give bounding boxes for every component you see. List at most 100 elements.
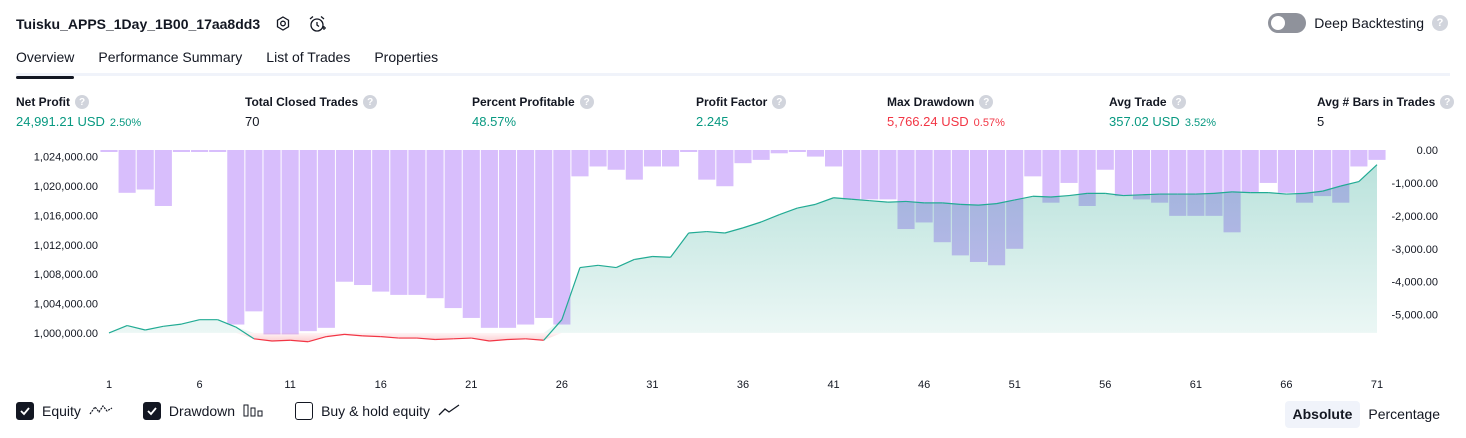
equity-segment (905, 200, 925, 204)
legend-equity[interactable]: Equity (16, 402, 113, 420)
drawdown-bar (444, 150, 462, 309)
equity-segment (1213, 191, 1233, 194)
equity-segment (942, 202, 961, 205)
equity-segment (272, 339, 291, 342)
equity-segment (507, 338, 526, 341)
equity-segment (380, 335, 399, 339)
equity-fill (109, 164, 1377, 333)
equity-segment (1286, 192, 1305, 195)
strategy-name: Tuisku_APPS_1Day_1B00_17aa8dd3 (16, 16, 261, 32)
drawdown-bar (172, 150, 191, 152)
x-axis: 1 6 11 16 21 26 31 36 41 46 51 56 61 66 71 (106, 379, 1383, 391)
equity-segment (724, 227, 744, 234)
drawdown-bar (390, 150, 408, 295)
x-tick-label: 31 (646, 379, 658, 391)
equity-segment (163, 323, 182, 327)
help-icon[interactable]: ? (772, 95, 787, 109)
percentage-button[interactable]: Percentage (1368, 406, 1440, 422)
drawdown-bar (1241, 150, 1259, 193)
tab-properties[interactable]: Properties (374, 49, 439, 65)
equity-segment (253, 338, 273, 342)
metric-label: Profit Factor (696, 95, 768, 109)
drawdown-bars (100, 150, 1386, 335)
metric-label: Total Closed Trades (245, 95, 359, 109)
legend-buy-hold[interactable]: Buy & hold equity (295, 402, 460, 420)
metric-avg-trade: Avg Trade? 357.02 USD 3.52% (1109, 93, 1216, 129)
legend-label: Drawdown (168, 403, 236, 419)
drawdown-bar (1042, 150, 1060, 203)
drawdown-bar (480, 150, 498, 328)
alert-clock-icon[interactable] (306, 13, 328, 35)
drawdown-bar (625, 150, 643, 180)
drawdown-bar (227, 150, 245, 325)
equity-segment (290, 339, 309, 343)
equity-segment (760, 214, 780, 223)
metric-label: Avg Trade (1109, 95, 1167, 109)
drawdown-bar (716, 150, 734, 187)
drawdown-bar (752, 150, 770, 160)
equity-loss-fill (109, 332, 1377, 342)
metric-percent: 2.50% (109, 117, 142, 129)
buy-hold-line-icon (438, 403, 460, 420)
metric-value: 2.245 (696, 114, 729, 129)
settings-icon[interactable] (272, 13, 294, 35)
tab-performance-summary[interactable]: Performance Summary (98, 49, 243, 65)
drawdown-bar (426, 150, 444, 299)
drawdown-bar (571, 150, 589, 177)
display-mode: Absolute Percentage (1284, 401, 1449, 428)
buy-hold-checkbox[interactable] (295, 402, 314, 420)
drawdown-bar (498, 150, 517, 328)
equity-segment (797, 203, 816, 209)
drawdown-bar (1259, 150, 1277, 183)
y-right-tick-label: -1,000.00 (1392, 178, 1438, 190)
drawdown-bar (335, 150, 354, 282)
help-icon[interactable]: ? (1440, 95, 1455, 109)
help-icon[interactable]: ? (579, 95, 594, 109)
y-left-tick-label: 1,004,000.00 (34, 299, 98, 311)
y-left-tick-label: 1,000,000.00 (34, 328, 98, 340)
help-icon[interactable]: ? (1432, 15, 1448, 31)
equity-segment (598, 264, 617, 269)
equity-segment (851, 198, 870, 202)
metric-net-profit: Net Profit? 24,991.21 USD 2.50% (16, 93, 141, 129)
drawdown-checkbox[interactable] (142, 402, 161, 420)
metric-max-drawdown: Max Drawdown? 5,766.24 USD 0.57% (887, 93, 1005, 129)
help-icon[interactable]: ? (979, 95, 994, 109)
drawdown-bar (372, 150, 390, 292)
drawdown-bar (861, 150, 879, 200)
equity-line (108, 164, 1378, 343)
deep-backtesting-toggle[interactable] (1268, 13, 1307, 33)
drawdown-bars-icon (243, 403, 265, 420)
tab-list-of-trades[interactable]: List of Trades (266, 49, 351, 65)
metric-percent: 0.57% (973, 117, 1005, 129)
drawdown-bar (317, 150, 335, 328)
metric-value: 357.02 USD (1109, 114, 1180, 129)
metric-value: 70 (245, 114, 260, 129)
strategy-header: Tuisku_APPS_1Day_1B00_17aa8dd3 (16, 12, 328, 36)
equity-segment (615, 258, 635, 269)
drawdown-bar (1024, 150, 1042, 177)
metric-percent-profitable: Percent Profitable? 48.57% (472, 93, 594, 129)
tab-overview[interactable]: Overview (16, 48, 75, 79)
equity-segment (561, 267, 581, 320)
legend-label: Buy & hold equity (321, 403, 431, 419)
help-icon[interactable]: ? (363, 95, 378, 109)
equity-segment (471, 337, 490, 342)
absolute-button[interactable]: Absolute (1284, 401, 1361, 428)
legend-drawdown[interactable]: Drawdown (142, 402, 265, 420)
equity-segment (1195, 192, 1214, 195)
x-tick-label: 11 (284, 379, 295, 391)
x-tick-label: 41 (827, 379, 839, 391)
metric-label: Net Profit (16, 95, 70, 109)
equity-checkbox[interactable] (16, 402, 34, 420)
help-icon[interactable]: ? (75, 95, 89, 109)
x-tick-label: 66 (1280, 379, 1292, 391)
equity-segment (1232, 191, 1251, 194)
drawdown-bar (843, 150, 861, 200)
help-icon[interactable]: ? (1171, 95, 1186, 109)
equity-drawdown-chart[interactable]: 1,024,000.00 1,020,000.00 1,016,000.00 1,01… (0, 140, 1466, 395)
y-right-tick-label: -3,000.00 (1392, 244, 1438, 256)
equity-segment (108, 325, 128, 334)
equity-segment (887, 200, 907, 203)
y-left-tick-label: 1,012,000.00 (34, 240, 98, 252)
